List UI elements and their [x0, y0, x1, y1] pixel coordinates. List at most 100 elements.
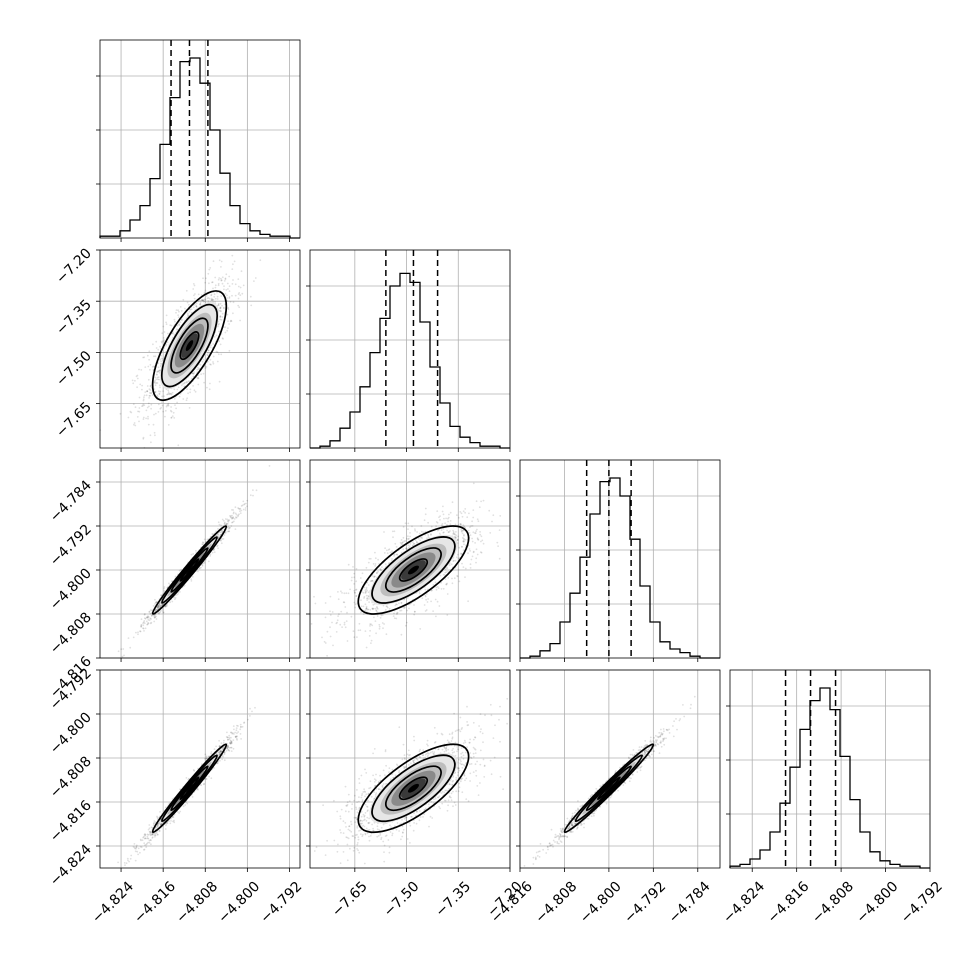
sample-point [347, 563, 350, 566]
sample-point [158, 393, 161, 396]
sample-point [142, 398, 145, 401]
sample-point [371, 607, 374, 610]
sample-point [139, 630, 141, 633]
sample-point [370, 639, 373, 642]
sample-point [154, 616, 157, 618]
sample-point [474, 542, 476, 544]
sample-point [254, 277, 257, 279]
sample-point [416, 531, 418, 533]
sample-point [475, 557, 478, 560]
sample-point [225, 289, 228, 291]
sample-point [238, 513, 240, 516]
sample-point [217, 528, 219, 530]
sample-point [157, 403, 160, 406]
sample-point [147, 618, 150, 621]
sample-point [206, 386, 208, 389]
panel-p2-p0: −4.816−4.808−4.800−4.792−4.784 [47, 459, 301, 701]
sample-point [468, 548, 471, 550]
sample-point [178, 310, 180, 313]
y-tick-label: −4.808 [47, 610, 95, 658]
histogram-p2 [520, 477, 720, 659]
sample-point [218, 739, 221, 742]
sample-point [412, 541, 414, 544]
sample-point [252, 489, 254, 491]
sample-point [226, 329, 229, 332]
sample-point [231, 509, 233, 511]
sample-point [183, 584, 186, 587]
sample-point [136, 386, 139, 389]
sample-point [149, 394, 152, 397]
sample-point [229, 515, 232, 517]
sample-point [149, 622, 152, 625]
sample-point [240, 270, 243, 273]
sample-point [158, 606, 161, 609]
sample-point [204, 289, 207, 292]
panel-frame [309, 249, 511, 449]
sample-point [148, 405, 150, 408]
panel-p1-p0: −7.65−7.50−7.35−7.20 [53, 246, 301, 452]
sample-point [233, 520, 235, 523]
sample-point [217, 353, 220, 356]
sample-point [221, 337, 224, 339]
sample-point [462, 537, 465, 540]
sample-point [231, 517, 234, 519]
sample-point [155, 340, 158, 343]
sample-point [417, 537, 420, 540]
sample-point [159, 407, 162, 410]
sample-point [167, 392, 170, 395]
sample-point [216, 360, 219, 363]
sample-point [150, 843, 152, 846]
sample-point [175, 311, 177, 314]
sample-point [492, 514, 495, 517]
sample-point [212, 549, 215, 551]
sample-point [237, 725, 239, 727]
sample-point [471, 520, 473, 523]
sample-point [475, 530, 477, 532]
sample-point [471, 555, 474, 558]
sample-point [259, 259, 262, 262]
sample-point [216, 291, 218, 294]
sample-point [143, 620, 146, 622]
sample-point [145, 846, 148, 848]
sample-point [232, 512, 235, 515]
sample-point [156, 371, 158, 373]
sample-point [231, 517, 233, 520]
sample-point [192, 372, 195, 375]
sample-point [213, 748, 216, 751]
sample-point [166, 393, 169, 396]
y-tick-label: −7.20 [53, 246, 95, 288]
sample-point [193, 389, 196, 392]
sample-point [445, 517, 447, 520]
sample-point [364, 591, 367, 593]
sample-point [133, 843, 136, 845]
sample-point [158, 603, 161, 606]
sample-point [170, 416, 173, 419]
sample-point [386, 552, 389, 555]
sample-point [154, 376, 157, 379]
sample-point [157, 607, 160, 609]
sample-point [365, 566, 368, 569]
sample-point [446, 593, 449, 595]
sample-point [347, 592, 350, 595]
sample-point [459, 511, 462, 513]
sample-point [120, 648, 123, 651]
sample-point [367, 591, 370, 594]
sample-point [414, 529, 416, 532]
sample-point [463, 525, 466, 528]
sample-point [239, 286, 242, 289]
sample-point [179, 306, 182, 308]
sample-point [208, 388, 211, 391]
sample-point [147, 616, 150, 619]
sample-point [340, 610, 343, 613]
sample-point [367, 595, 370, 597]
sample-point [497, 545, 499, 547]
sample-point [171, 600, 174, 603]
sample-point [154, 598, 156, 601]
sample-point [202, 372, 205, 375]
sample-point [249, 494, 252, 497]
contour-2 [160, 303, 218, 388]
sample-point [185, 399, 188, 402]
sample-point [479, 551, 482, 553]
sample-point [237, 507, 240, 509]
sample-point [173, 388, 176, 391]
